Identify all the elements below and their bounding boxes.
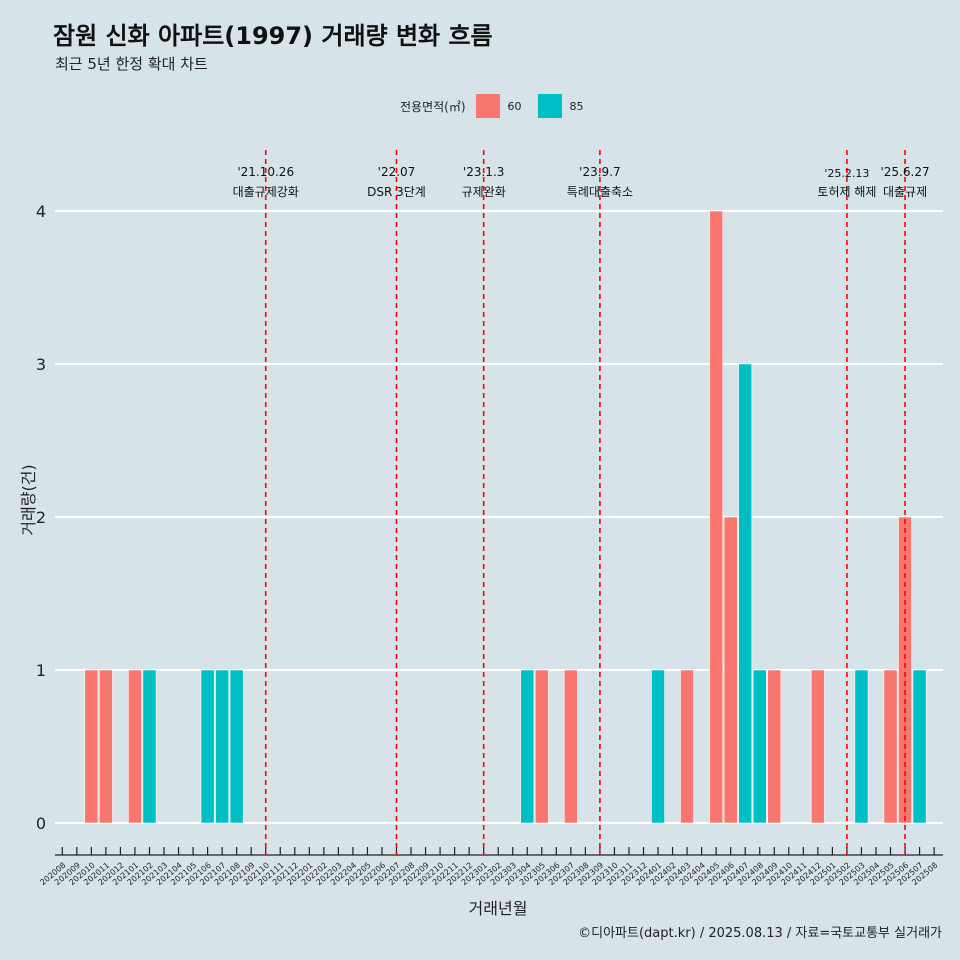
event-date-label: '25.6.27 xyxy=(880,165,929,179)
bar-85-202507 xyxy=(912,669,927,824)
chart-caption: ©디아파트(dapt.kr) / 2025.08.13 / 자료=국토교통부 실… xyxy=(578,926,942,941)
bar-85-202408 xyxy=(752,669,767,824)
legend-key-60 xyxy=(475,94,500,118)
chart-subtitle: 최근 5년 한정 확대 차트 xyxy=(55,55,208,73)
legend: 전용면적(㎡) 60 85 xyxy=(400,92,600,120)
event-text-label: 규제완화 xyxy=(462,185,506,199)
legend-label-85: 85 xyxy=(569,99,584,113)
bar-85-202107 xyxy=(215,669,230,824)
bar-85-202108 xyxy=(229,669,244,824)
bar-60-202506 xyxy=(898,516,912,824)
event-date-label: '23.9.7 xyxy=(579,165,620,179)
bar-60-202305 xyxy=(534,669,549,824)
legend-title: 전용면적(㎡) xyxy=(400,99,466,114)
bar-60-202409 xyxy=(767,669,782,824)
bar-60-202307 xyxy=(563,669,578,824)
event-text-label: 토허제 해제 xyxy=(817,185,876,199)
bar-85-202401 xyxy=(651,669,665,824)
bar-60-202403 xyxy=(680,669,694,824)
bar-85-202503 xyxy=(854,669,869,824)
bar-85-202304 xyxy=(520,669,535,824)
event-text-label: DSR 3단계 xyxy=(367,185,426,199)
y-tick-label: 1 xyxy=(36,661,46,680)
bar-60-202010 xyxy=(84,669,99,824)
y-tick-label: 0 xyxy=(36,814,46,833)
event-date-label: '21.10.26 xyxy=(237,165,294,179)
event-date-label: '25.2.13 xyxy=(824,167,869,180)
bar-60-202405 xyxy=(709,210,724,824)
bar-85-202106 xyxy=(200,669,215,824)
y-tick-label: 2 xyxy=(36,508,46,527)
legend-key-85 xyxy=(537,94,562,118)
x-axis-title: 거래년월 xyxy=(469,899,528,918)
y-axis-title: 거래량(건) xyxy=(19,464,38,535)
bar-85-202102 xyxy=(142,669,157,824)
chart-title: 잠원 신화 아파트(1997) 거래량 변화 흐름 xyxy=(53,22,493,50)
bar-60-202505 xyxy=(883,669,898,824)
event-text-label: 특례대출축소 xyxy=(567,185,633,199)
event-text-label: 대출규제강화 xyxy=(233,185,299,199)
y-tick-label: 4 xyxy=(36,202,46,221)
bar-60-202101 xyxy=(128,669,142,824)
event-text-label: 대출규제 xyxy=(883,185,927,199)
bar-85-202407 xyxy=(738,363,753,824)
legend-label-60: 60 xyxy=(507,99,522,113)
bar-60-202406 xyxy=(723,516,738,824)
event-date-label: '23.1.3 xyxy=(463,165,504,179)
bar-60-202412 xyxy=(810,669,825,824)
y-tick-label: 3 xyxy=(36,355,46,374)
bar-60-202011 xyxy=(98,669,113,824)
event-date-label: '22.07 xyxy=(378,165,416,179)
